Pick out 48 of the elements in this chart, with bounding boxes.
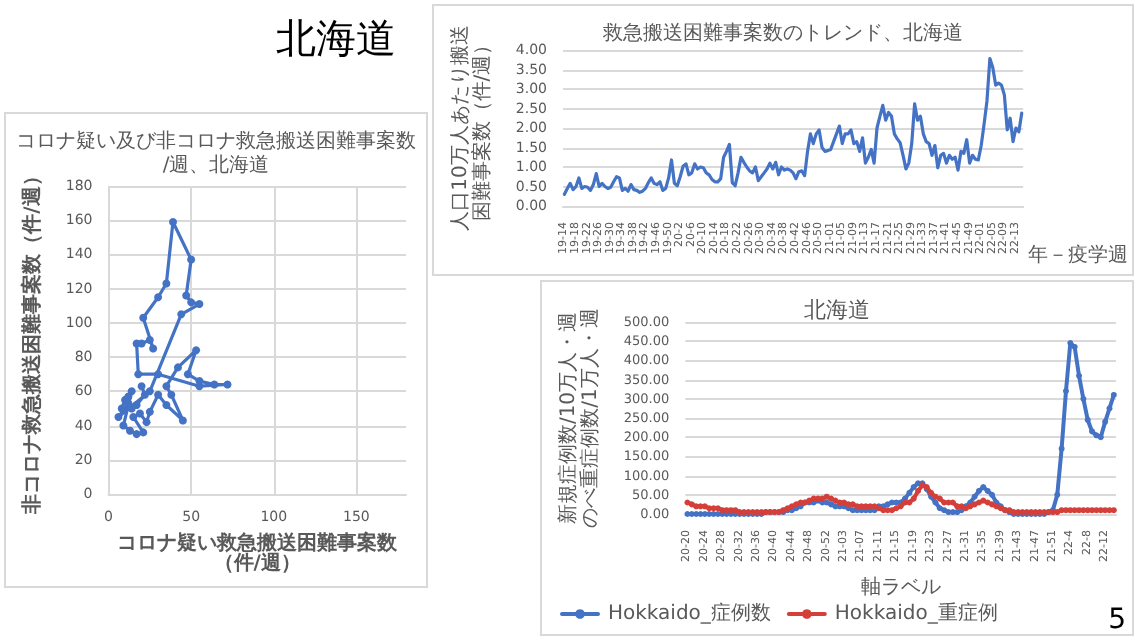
point <box>178 416 187 425</box>
point <box>183 370 192 379</box>
point <box>162 401 171 410</box>
point <box>149 344 158 353</box>
point <box>173 363 182 372</box>
point <box>145 336 154 344</box>
point <box>145 387 154 396</box>
point <box>139 313 148 322</box>
legend-label: Hokkaido_重症例 <box>834 601 998 625</box>
point <box>223 380 232 389</box>
line-series <box>562 56 1024 196</box>
point <box>187 298 196 307</box>
point <box>187 255 196 264</box>
legend-label: Hokkaido_症例数 <box>608 601 771 625</box>
point <box>195 300 204 309</box>
text: 5 <box>1108 604 1126 636</box>
point <box>177 310 186 319</box>
x-axis-title: 年－疫学週 <box>1027 243 1128 267</box>
x-axis-title: 軸ラベル <box>860 574 941 599</box>
text: 北海道 <box>276 12 396 66</box>
point <box>210 380 219 389</box>
x-axis-title: コロナ疑い救急搬送困難事案数（件/週） <box>117 530 400 575</box>
point <box>129 413 138 421</box>
point <box>167 390 176 399</box>
point <box>117 404 126 413</box>
point <box>168 217 177 226</box>
point <box>142 418 151 427</box>
chart-title: 救急搬送困難事案数のトレンド、北海道 <box>601 21 963 45</box>
point <box>145 407 154 416</box>
point <box>162 279 171 288</box>
point <box>154 370 163 379</box>
point <box>154 293 163 302</box>
point <box>137 382 146 391</box>
point <box>114 413 123 421</box>
y-axis-title: 人口10万人あたり搬送困難事案数（件/週） <box>448 25 494 231</box>
point <box>134 370 143 379</box>
chart-title: 北海道 <box>804 297 870 323</box>
y-axis-title: 新規症例数/10万人・週のべ重症例数/1万人・週 <box>556 308 602 528</box>
point <box>195 382 204 391</box>
point <box>182 291 191 300</box>
point <box>154 390 163 399</box>
point <box>192 346 201 355</box>
point <box>119 421 128 430</box>
point <box>135 409 144 418</box>
point <box>126 426 135 435</box>
point <box>127 387 136 396</box>
point <box>139 428 148 437</box>
point <box>162 382 171 391</box>
